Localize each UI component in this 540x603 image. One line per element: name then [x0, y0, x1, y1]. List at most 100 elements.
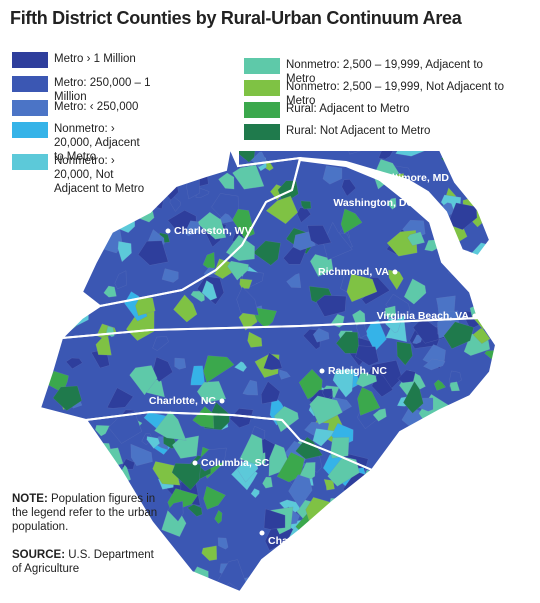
city-label: Richmond, VA — [318, 266, 389, 278]
county — [385, 293, 411, 319]
note: NOTE: Population figures in the legend r… — [12, 492, 162, 534]
county — [172, 435, 200, 459]
legend-label: Nonmetro: 2,500 – 19,999, Not Adjacent t… — [286, 81, 505, 107]
legend-swatch — [244, 124, 280, 140]
county — [117, 241, 132, 263]
county — [177, 163, 193, 177]
county — [167, 500, 184, 522]
county — [309, 395, 343, 425]
county — [163, 154, 189, 187]
county — [398, 575, 435, 592]
county — [388, 444, 411, 476]
county — [493, 350, 496, 366]
county — [49, 253, 70, 280]
county — [171, 463, 202, 491]
source: SOURCE: U.S. Department of Agriculture — [12, 548, 162, 576]
county — [206, 148, 228, 152]
county — [456, 474, 471, 490]
county — [307, 225, 332, 246]
title: Fifth District Counties by Rural-Urban C… — [10, 8, 462, 28]
county — [103, 285, 117, 298]
county — [450, 442, 469, 460]
state-md — [238, 150, 490, 256]
county — [470, 487, 490, 515]
city-dot — [192, 460, 198, 466]
county — [242, 379, 259, 396]
county — [388, 269, 404, 291]
county — [454, 499, 468, 521]
county — [273, 405, 299, 433]
county — [346, 273, 378, 303]
county — [40, 226, 46, 248]
county — [352, 541, 374, 561]
county — [378, 149, 394, 160]
county — [260, 381, 281, 405]
county — [42, 412, 59, 426]
county — [453, 251, 470, 264]
county — [455, 504, 471, 523]
county — [433, 379, 447, 391]
county — [285, 560, 307, 582]
county — [471, 536, 496, 561]
county — [40, 212, 48, 229]
county — [323, 221, 353, 261]
county — [190, 365, 206, 386]
county — [300, 200, 312, 210]
city-dot — [392, 269, 398, 275]
county — [390, 449, 423, 474]
county — [232, 164, 265, 190]
county — [299, 462, 316, 480]
county — [459, 543, 479, 561]
county — [462, 424, 487, 451]
county — [40, 261, 42, 286]
legend-swatch — [12, 100, 48, 116]
county — [355, 372, 378, 388]
county — [403, 381, 424, 414]
county — [236, 286, 259, 316]
county — [407, 231, 425, 246]
county — [263, 508, 286, 530]
county — [52, 298, 78, 318]
legend-swatch — [12, 52, 48, 68]
county — [494, 273, 496, 287]
county — [491, 308, 496, 327]
city-dot — [219, 398, 225, 404]
legend-item: Nonmetro: 2,500 – 19,999, Adjacent to Me… — [244, 58, 504, 86]
county — [234, 361, 248, 373]
legend-swatch — [244, 58, 280, 74]
county — [203, 486, 226, 510]
county — [394, 440, 430, 464]
legend-label: Nonmetro: › 20,000, Adjacent to Metro — [54, 123, 140, 163]
county — [298, 368, 323, 400]
county — [493, 223, 496, 241]
county — [247, 331, 263, 348]
county — [305, 549, 335, 574]
county — [396, 341, 413, 366]
county — [442, 540, 467, 564]
county — [71, 217, 93, 243]
county — [203, 267, 217, 277]
county — [40, 365, 42, 383]
note-text: Population figures in the legend refer t… — [12, 493, 158, 533]
county — [434, 525, 467, 558]
county — [480, 381, 496, 399]
county — [449, 381, 460, 392]
county — [227, 260, 249, 281]
county — [482, 484, 496, 508]
county — [392, 501, 412, 517]
county — [322, 165, 343, 185]
county — [218, 172, 235, 190]
city-label: Virginia Beach, VA — [377, 310, 470, 322]
county — [352, 309, 366, 326]
county — [159, 148, 188, 160]
county — [201, 280, 218, 301]
legend-label: Metro: ‹ 250,000 — [54, 101, 139, 113]
state-border — [237, 149, 492, 258]
county — [478, 504, 493, 515]
city-dot — [165, 228, 171, 234]
county — [332, 369, 354, 398]
city-dot — [472, 313, 478, 319]
city-dot — [452, 175, 458, 181]
county — [455, 254, 484, 282]
county — [502, 150, 515, 163]
